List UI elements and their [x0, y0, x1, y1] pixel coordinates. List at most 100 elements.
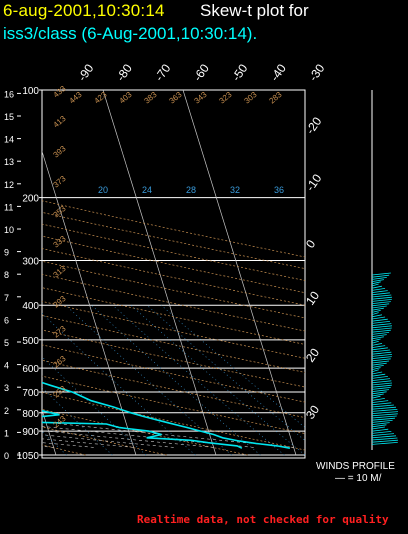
isotherm-label: 20 [303, 345, 322, 364]
wind-barb [371, 347, 388, 351]
wind-barb [371, 340, 379, 344]
mixing-ratio-label: 24 [142, 185, 152, 195]
wind-barb [371, 380, 392, 384]
wind-barb [371, 305, 387, 309]
wind-barb [371, 409, 398, 412]
wind-barb [371, 274, 390, 278]
wind-barb [371, 343, 383, 346]
wind-barb [371, 360, 390, 364]
winds-profile [371, 90, 399, 450]
theta-label: 393 [52, 144, 68, 160]
pressure-tick-label: 900 [22, 427, 39, 438]
mixing-ratio-line [91, 304, 261, 456]
pressure-tick-label: 500 [22, 336, 39, 347]
wind-barb [371, 376, 388, 379]
theta-label: 283 [268, 90, 284, 106]
height-tick-label: 5 [4, 338, 9, 348]
wind-barb [371, 365, 384, 368]
height-tick-label: 1 [4, 428, 9, 438]
dry-adiabat [42, 344, 305, 403]
isotherm-label: -10 [303, 171, 325, 194]
isotherm-label: -80 [113, 61, 135, 84]
wind-barb [371, 290, 388, 293]
theta-label: 273 [52, 324, 68, 340]
wind-barb [371, 387, 391, 390]
wind-barb [371, 358, 391, 362]
wind-barb [371, 384, 392, 388]
theta-label: 383 [143, 90, 159, 106]
winds-profile-label: WINDS PROFILE [316, 461, 395, 472]
pressure-tick-label: 800 [22, 409, 39, 420]
isotherm-label: -20 [303, 114, 325, 137]
wind-barb [371, 321, 390, 324]
mixing-ratio-line [146, 304, 305, 441]
mixing-ratio-line [112, 304, 285, 456]
wind-barb [371, 351, 392, 355]
wind-barb [371, 442, 398, 445]
height-tick-label: 16 [4, 89, 14, 99]
wind-barb [371, 369, 379, 373]
dry-adiabat [42, 392, 305, 451]
theta-label: 323 [218, 90, 234, 106]
theta-label: 303 [243, 90, 259, 106]
winds-scale-label: — = 10 M/ [335, 473, 382, 484]
theta-label: 373 [52, 174, 68, 190]
wind-barb [371, 332, 390, 335]
wind-barb [371, 422, 390, 425]
wind-barb [371, 391, 387, 395]
wind-barb [371, 296, 393, 300]
theta-label: 423 [93, 90, 109, 106]
wind-barb [371, 373, 386, 377]
dry-adiabat [42, 426, 167, 456]
dewpoint-trace [42, 409, 243, 449]
wind-barb [371, 277, 387, 280]
wind-barb [371, 395, 381, 399]
wind-barb [371, 406, 397, 410]
wind-barb [371, 378, 391, 381]
wind-barb [371, 318, 388, 322]
theta-label: 263 [52, 354, 68, 370]
wind-barb [371, 301, 391, 304]
mixing-ratio-line [161, 304, 305, 428]
theta-label: 333 [52, 234, 68, 250]
height-tick-label: 2 [4, 406, 9, 416]
mixing-ratio-line [42, 430, 67, 456]
dry-adiabat [42, 223, 305, 281]
pressure-tick-label: 200 [22, 194, 39, 205]
isotherm-label: -70 [152, 61, 174, 84]
isotherm-line [182, 90, 297, 456]
theta-label: 343 [193, 90, 209, 106]
wind-barb [371, 362, 387, 366]
wind-barb [371, 424, 387, 428]
plot-frame [41, 89, 306, 459]
isotherm-label: -50 [229, 61, 251, 84]
wind-barb [371, 312, 379, 315]
pressure-tick-label: 700 [22, 388, 39, 399]
height-tick-label: 4 [4, 361, 9, 371]
wind-barb [371, 439, 399, 443]
wind-barb [371, 398, 385, 401]
height-tick-label: 7 [4, 293, 9, 303]
mixing-ratio-label: 20 [98, 185, 108, 195]
wind-barb [371, 303, 390, 307]
height-tick-label: 13 [4, 157, 14, 167]
isotherm-label: -30 [306, 61, 328, 84]
wind-barb [371, 356, 392, 359]
isotherm-label: -40 [267, 61, 289, 84]
wind-barb [371, 433, 395, 436]
pressure-tick-label: 300 [22, 257, 39, 268]
pressure-tick-label: 100 [22, 86, 39, 97]
header-subtitle: iss3/class (6-Aug-2001,10:30:14). [3, 24, 258, 43]
dry-adiabat [42, 444, 86, 456]
wind-barb [371, 338, 381, 342]
wind-barb [371, 307, 384, 311]
wind-barb [371, 349, 390, 353]
wind-barb [371, 329, 391, 333]
height-tick-label: 15 [4, 112, 14, 122]
wind-barb [371, 345, 386, 348]
isotherm-label: 10 [303, 288, 322, 307]
wind-barb [371, 316, 386, 320]
wind-barb [371, 393, 384, 397]
wind-barb [371, 428, 389, 432]
